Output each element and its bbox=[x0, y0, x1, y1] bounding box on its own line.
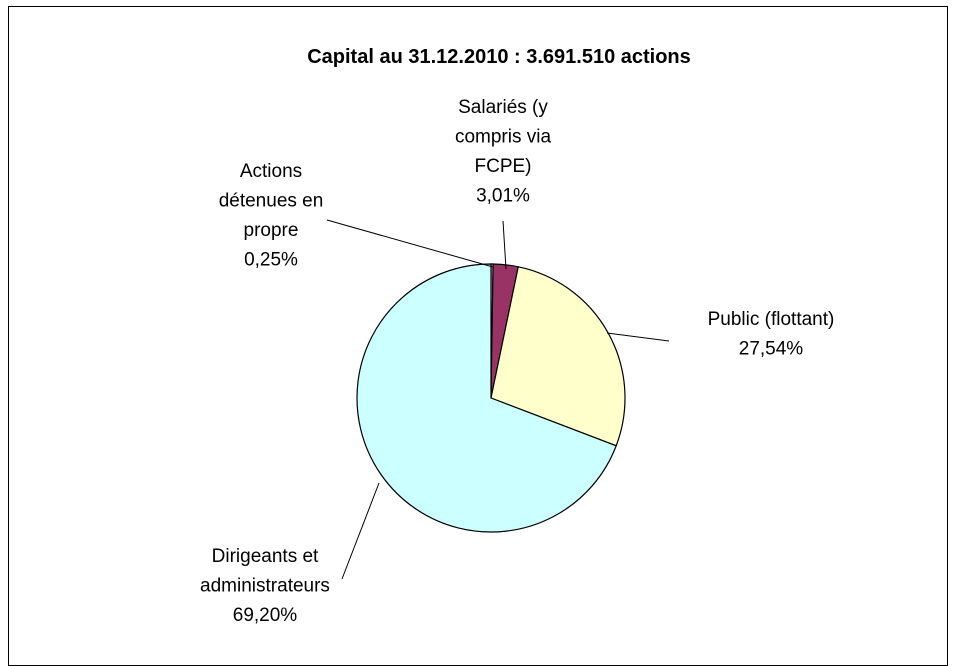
slice-label-line: FCPE) bbox=[475, 156, 532, 177]
slice-label-actions-detenues-en-propre: Actions détenues en propre 0,25% bbox=[219, 161, 324, 270]
slice-label-line: compris via bbox=[455, 126, 552, 147]
slice-label-line: détenues en bbox=[219, 190, 324, 211]
pie-chart: Capital au 31.12.2010 : 3.691.510 action… bbox=[200, 46, 835, 626]
slice-label-public-flottant: Public (flottant) 27,54% bbox=[708, 309, 835, 359]
slice-label-dirigeants-et-administrateurs: Dirigeants et administrateurs 69,20% bbox=[200, 546, 330, 626]
pie-slice-dirigeants-et-administrateurs bbox=[356, 263, 617, 533]
leader-line-salaries-y-compris-via-fcpe bbox=[502, 220, 507, 270]
slice-label-line: Actions bbox=[240, 161, 302, 182]
leader-line-actions-detenues-en-propre bbox=[326, 219, 494, 268]
slice-label-line: Salariés (y bbox=[458, 97, 548, 118]
leader-line-public-flottant bbox=[606, 332, 670, 342]
slice-label-line: Public (flottant) bbox=[708, 309, 835, 330]
leader-line-dirigeants-et-administrateurs bbox=[341, 482, 380, 580]
slice-value-public-flottant: 27,54% bbox=[739, 338, 804, 359]
slice-label-salaries-y-compris-via-fcpe: Salariés (y compris via FCPE) 3,01% bbox=[455, 97, 552, 206]
pie-slice-public-flottant bbox=[490, 266, 626, 447]
chart-title: Capital au 31.12.2010 : 3.691.510 action… bbox=[307, 46, 691, 68]
slice-value-actions-detenues-en-propre: 0,25% bbox=[244, 249, 298, 270]
slice-value-dirigeants-et-administrateurs: 69,20% bbox=[233, 605, 298, 626]
slice-value-salaries-y-compris-via-fcpe: 3,01% bbox=[476, 185, 530, 206]
slice-label-line: administrateurs bbox=[200, 575, 330, 596]
chart-frame: Capital au 31.12.2010 : 3.691.510 action… bbox=[8, 6, 948, 666]
slice-label-line: propre bbox=[244, 220, 299, 241]
slice-label-line: Dirigeants et bbox=[212, 546, 319, 567]
